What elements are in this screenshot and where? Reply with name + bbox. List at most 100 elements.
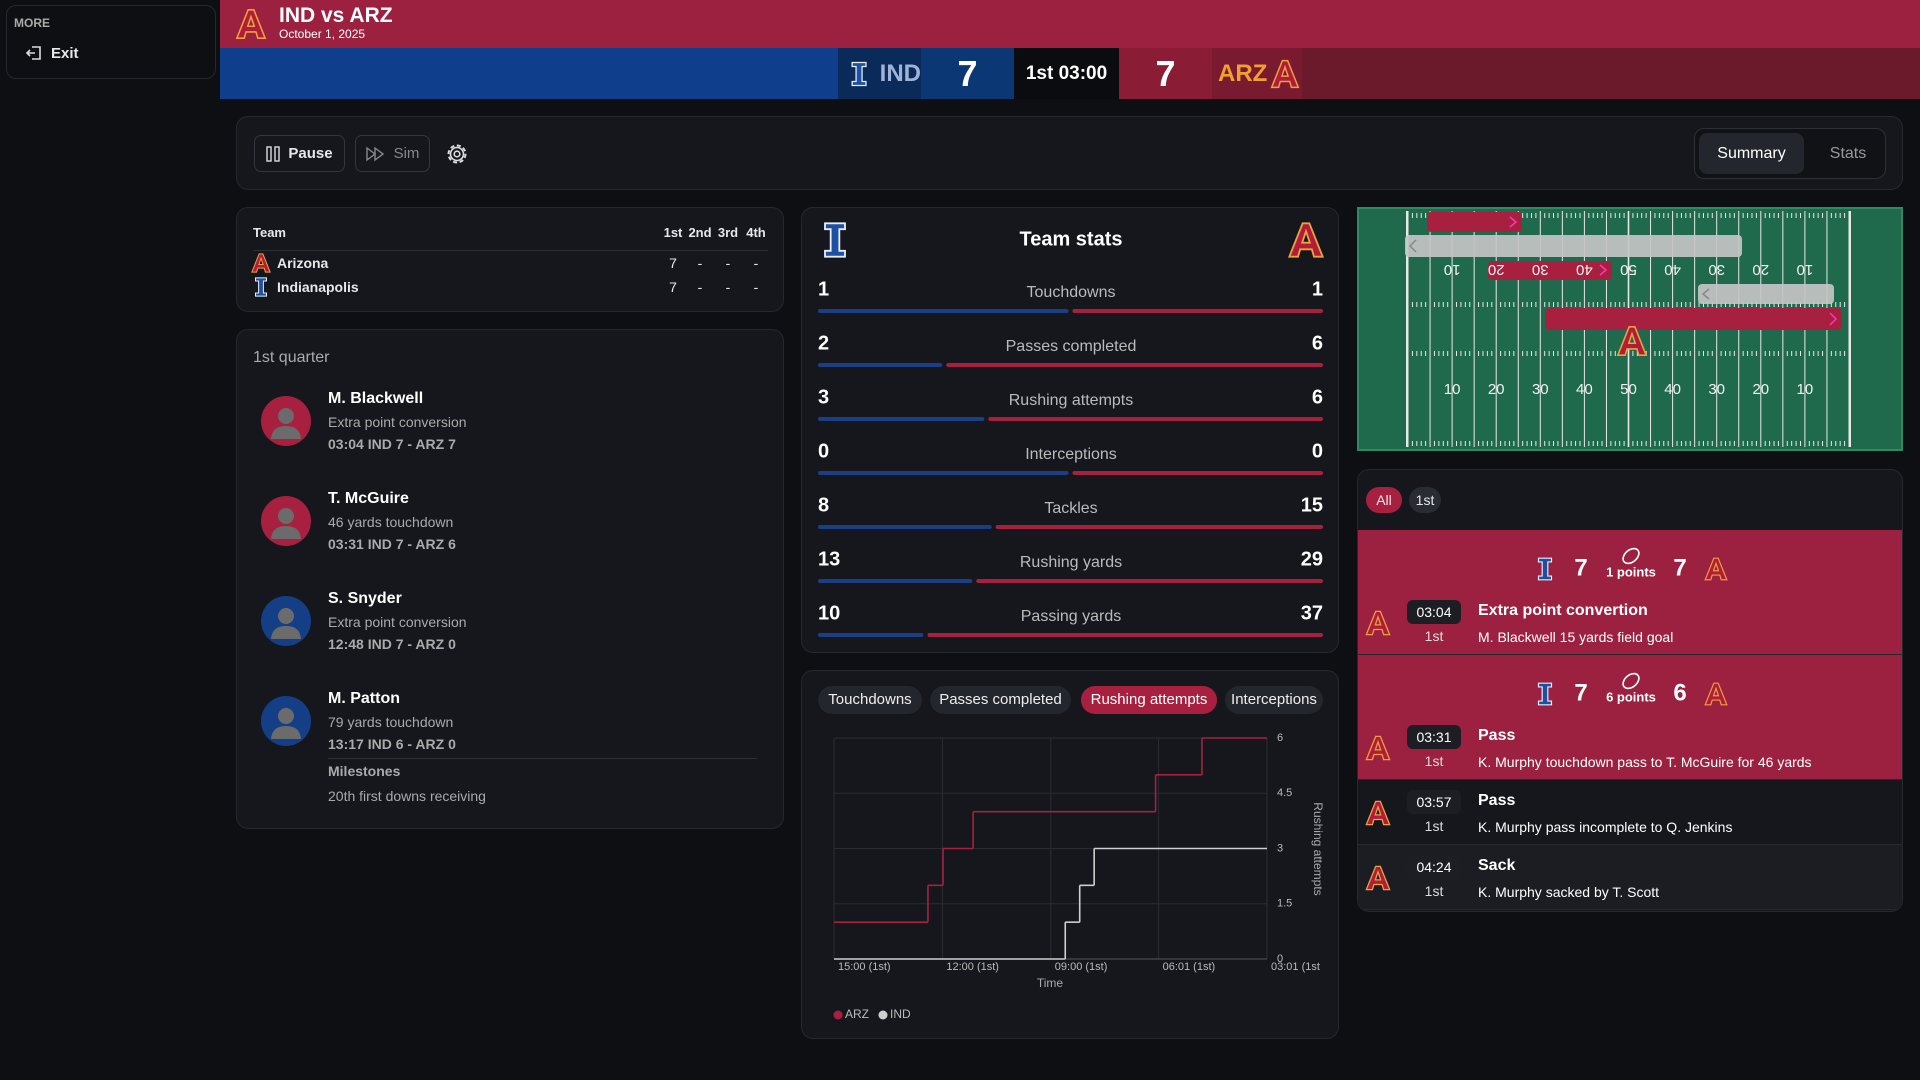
filter-chip[interactable]: All xyxy=(1366,487,1402,513)
exit-button[interactable]: Exit xyxy=(25,44,79,62)
team-logo xyxy=(1365,800,1391,826)
avatar-body xyxy=(271,726,301,739)
pause-label: Pause xyxy=(288,145,333,162)
field-panel: 10 10 20 20 30 30 40 40 50 50 40 40 30 30 20 20 10 10 xyxy=(1357,207,1903,451)
stat-tabs: Touchdowns Passes completed Rushing attemp… xyxy=(818,686,1323,714)
quarter-score: 7 xyxy=(669,279,677,295)
quarter-panel: 1st quarter M. Blackwell Extra point conv… xyxy=(236,329,784,829)
avatar-body xyxy=(271,626,301,639)
x-tick-label: 09:00 (1st) xyxy=(1055,961,1108,973)
avatar-head xyxy=(278,708,294,724)
column-header: Team xyxy=(253,225,286,240)
stat-left-value: 2 xyxy=(818,332,829,354)
stat-left-value: 13 xyxy=(818,548,840,570)
stat-label: Rushing yards xyxy=(1020,554,1122,571)
pause-button[interactable]: Pause xyxy=(254,135,345,172)
sim-icon xyxy=(365,146,384,161)
play-title: Pass xyxy=(1478,792,1516,809)
team-logo xyxy=(1365,865,1391,891)
exit-label: Exit xyxy=(51,44,79,62)
away-score: 7 xyxy=(1119,48,1212,99)
play-row[interactable]: 04:24 1st Sack K. Murphy sacked by T. Scott xyxy=(1358,845,1902,910)
score-right: 7 xyxy=(1673,554,1686,581)
logo xyxy=(1365,610,1391,636)
logo xyxy=(1365,735,1391,761)
away-logo xyxy=(1269,58,1301,90)
stat-bar-right xyxy=(946,363,1323,367)
play-quarter: 1st xyxy=(1424,753,1444,769)
stat-bar-right xyxy=(1072,471,1323,475)
stat-label: Touchdowns xyxy=(1027,284,1116,301)
play-description: 79 yards touchdown xyxy=(328,714,454,730)
score-points: 6 points xyxy=(1606,689,1656,704)
team-stats: Team stats 1 Touchdowns 1 2 Passes completed… xyxy=(818,222,1324,637)
stat-bar-right xyxy=(988,417,1323,421)
header: IND vs ARZ October 1, 2025 xyxy=(220,0,1920,48)
team-logo xyxy=(1288,222,1324,258)
y-tick-label: 1.5 xyxy=(1277,898,1292,910)
stat-bar-left xyxy=(818,417,985,421)
stat-bar-right xyxy=(976,579,1323,583)
away-team: ARZ xyxy=(1212,48,1302,99)
team-logo xyxy=(1704,682,1728,706)
play-row[interactable]: 7 6 points 6 03:31 1st Pass K. Murphy touchdow… xyxy=(1358,655,1902,780)
filter-chip[interactable]: 1st xyxy=(1409,487,1441,513)
sim-button[interactable]: Sim xyxy=(355,135,430,172)
stat-label: Interceptions xyxy=(1025,446,1117,463)
scoreboard-panel: Team 1st 2nd 3rd 4th Arizona 7 - - - Indianapolis 7… xyxy=(236,207,784,312)
legend-swatch xyxy=(878,1010,888,1020)
yard-number: 30 xyxy=(1532,381,1549,398)
yard-number: 50 xyxy=(1620,381,1637,398)
settings-button[interactable] xyxy=(444,141,470,167)
game-date: October 1, 2025 xyxy=(279,27,366,41)
game-clock: 1st 03:00 xyxy=(1014,48,1119,99)
stat-tab[interactable]: Interceptions xyxy=(1225,686,1323,714)
stat-tab[interactable]: Rushing attempts xyxy=(1081,686,1217,714)
stat-bar-left xyxy=(818,363,943,367)
stat-right-value: 0 xyxy=(1312,440,1323,462)
stat-right-value: 1 xyxy=(1312,278,1323,300)
stat-right-value: 37 xyxy=(1301,602,1323,624)
legend-label: IND xyxy=(890,1007,911,1021)
yard-number: 30 xyxy=(1532,261,1549,278)
play-row[interactable]: 03:57 1st Pass K. Murphy pass incomplete to… xyxy=(1358,780,1902,845)
exit-icon xyxy=(25,46,41,60)
chart: Time Rushing attempts 0 1.5 3 4.5 6 15:00 (1s… xyxy=(833,732,1325,1021)
score-summary: 7 6 points 6 xyxy=(1537,672,1728,706)
divider xyxy=(328,758,757,759)
stat-tab[interactable]: Passes completed xyxy=(930,686,1071,714)
yard-number: 40 xyxy=(1576,261,1593,278)
view-tab[interactable]: Summary xyxy=(1699,133,1804,174)
play-time: 03:04 xyxy=(1407,600,1461,624)
score-left: 7 xyxy=(1574,679,1587,706)
play-score: 13:17 IND 6 - ARZ 0 xyxy=(328,736,456,752)
logo xyxy=(1365,800,1391,826)
yard-number: 20 xyxy=(1752,261,1769,278)
football-icon xyxy=(1622,547,1640,565)
stat-right-value: 6 xyxy=(1312,332,1323,354)
stat-bar-left xyxy=(818,579,973,583)
avatar xyxy=(261,396,311,446)
stat-tab[interactable]: Touchdowns xyxy=(818,686,922,714)
column-header: 4th xyxy=(746,225,766,240)
yard-number: 40 xyxy=(1664,261,1681,278)
x-tick-label: 12:00 (1st) xyxy=(946,961,999,973)
stat-bar-left xyxy=(818,471,1069,475)
play-row[interactable]: 7 1 points 7 03:04 1st Extra point convertion… xyxy=(1358,530,1902,655)
avatar-frame xyxy=(261,396,311,446)
yard-number: 10 xyxy=(1444,381,1461,398)
series-line xyxy=(834,847,1267,960)
milestone: 20th first downs receiving xyxy=(328,788,486,804)
team-stats-panel: Team stats 1 Touchdowns 1 2 Passes completed… xyxy=(801,207,1339,653)
legend-label: ARZ xyxy=(845,1007,869,1021)
team-logo xyxy=(1537,682,1553,706)
score-left: 7 xyxy=(1574,554,1587,581)
avatar-frame xyxy=(261,496,311,546)
player-name: M. Blackwell xyxy=(328,390,424,407)
view-tab[interactable]: Stats xyxy=(1829,145,1867,162)
avatar-body xyxy=(271,526,301,539)
score-summary: 7 1 points 7 xyxy=(1537,547,1728,581)
milestones-title: Milestones xyxy=(328,763,401,779)
team-logo xyxy=(250,276,272,298)
player-name: M. Patton xyxy=(328,690,400,707)
